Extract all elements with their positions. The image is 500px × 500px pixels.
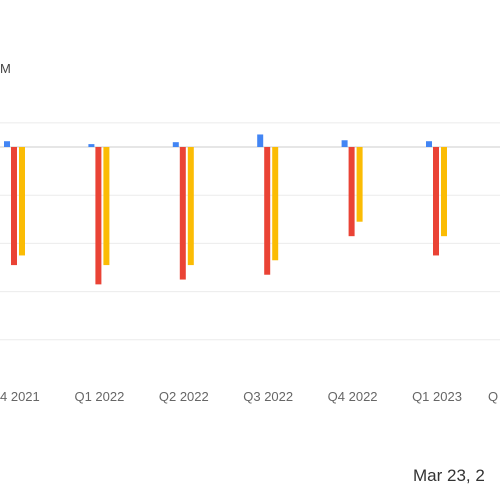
x-tick-label: 4 2021 <box>0 389 40 404</box>
bar-series2-q4-2022 <box>348 147 355 237</box>
bars <box>4 134 447 285</box>
bar-series1-q1-2023 <box>426 141 432 147</box>
bar-series2-q3-2022 <box>264 147 271 275</box>
date-stamp: Mar 23, 2 <box>413 466 485 485</box>
bar-series2-q1-2022 <box>95 147 102 285</box>
bar-series3-q1-2023 <box>441 147 447 237</box>
x-axis-labels: 4 2021 Q1 2022 Q2 2022 Q3 2022 Q4 2022 Q1 202… <box>0 389 498 404</box>
x-tick-label: Q1 2023 <box>412 389 462 404</box>
bar-series3-q4-2021 <box>19 147 25 256</box>
bar-series1-q2-2022 <box>172 142 179 147</box>
bar-series3-q3-2022 <box>272 147 279 261</box>
bar-series1-q4-2021 <box>4 141 10 147</box>
bar-series2-q1-2023 <box>433 147 439 256</box>
bar-series3-q2-2022 <box>187 147 194 266</box>
x-tick-label: Q3 2022 <box>243 389 293 404</box>
bar-series3-q1-2022 <box>103 147 110 266</box>
bar-series1-q4-2022 <box>341 140 348 147</box>
x-tick-label: Q4 2022 <box>328 389 378 404</box>
bar-series2-q4-2021 <box>11 147 17 266</box>
x-tick-label: Q <box>488 389 498 404</box>
bar-series1-q3-2022 <box>257 134 264 147</box>
bar-series3-q4-2022 <box>356 147 363 222</box>
bar-series2-q2-2022 <box>179 147 186 280</box>
gridlines <box>0 122 500 341</box>
bar-series1-q1-2022 <box>88 144 95 147</box>
unit-label: M <box>0 61 11 76</box>
x-tick-label: Q1 2022 <box>74 389 124 404</box>
x-tick-label: Q2 2022 <box>159 389 209 404</box>
